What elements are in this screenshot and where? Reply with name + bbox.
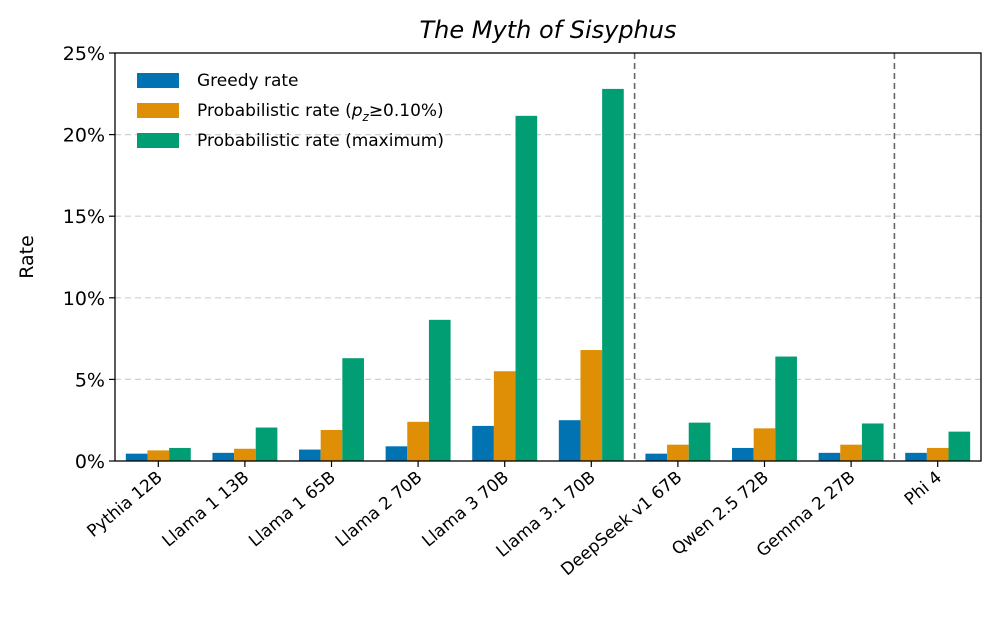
bar (147, 450, 170, 461)
bar (234, 448, 256, 461)
bar (861, 423, 884, 461)
bar (428, 319, 451, 461)
chart-title: The Myth of Sisyphus (420, 16, 677, 44)
y-tick-label: 20% (63, 125, 105, 147)
bar (515, 115, 538, 461)
bar (667, 444, 689, 461)
bar (558, 420, 581, 461)
x-tick-label: Phi 4 (901, 468, 946, 510)
legend-swatch (137, 103, 179, 118)
y-axis: 0% 5% 10% 15% 20% 25% (63, 43, 115, 473)
bar (688, 422, 711, 461)
gridlines (115, 134, 981, 380)
bars (125, 88, 971, 462)
x-tick-label: Llama 1 65B (245, 468, 339, 552)
legend-swatch (137, 73, 179, 88)
bar (840, 444, 862, 461)
y-axis-label: Rate (16, 235, 38, 279)
bar (753, 428, 776, 461)
bar (169, 447, 191, 461)
bar (926, 447, 949, 461)
group-separators (633, 53, 896, 461)
bar (342, 358, 364, 461)
legend-label: Greedy rate (197, 71, 299, 91)
bar (818, 452, 841, 461)
y-tick-label: 25% (63, 43, 105, 65)
bar (255, 427, 278, 461)
y-tick-label: 5% (75, 369, 105, 391)
bar (212, 452, 235, 461)
legend: Greedy rate Probabilistic rate (pz≥0.10%)… (137, 71, 444, 151)
bar (320, 429, 343, 461)
bar (580, 350, 603, 461)
legend-label: Probabilistic rate (pz≥0.10%) (197, 101, 444, 124)
x-tick-label: Llama 1 13B (159, 468, 253, 552)
bar (472, 425, 494, 461)
plot-frame (114, 52, 982, 462)
bar (299, 449, 321, 461)
x-tick-label: Pythia 12B (83, 468, 166, 542)
y-tick-label: 15% (63, 206, 105, 228)
bar (732, 447, 754, 461)
bar (775, 356, 797, 461)
y-tick-label: 10% (63, 288, 105, 310)
bar (602, 88, 624, 462)
bar (407, 421, 429, 461)
bar (905, 452, 927, 461)
y-tick-label: 0% (75, 451, 105, 473)
bar (948, 431, 971, 461)
x-tick-label: Llama 2 70B (332, 468, 426, 552)
bar (645, 453, 668, 461)
bar (385, 446, 408, 461)
legend-label: Probabilistic rate (maximum) (197, 131, 444, 151)
bar (125, 453, 148, 461)
legend-swatch (137, 133, 179, 148)
bar (493, 371, 516, 461)
x-tick-label: Llama 3 70B (418, 468, 512, 552)
